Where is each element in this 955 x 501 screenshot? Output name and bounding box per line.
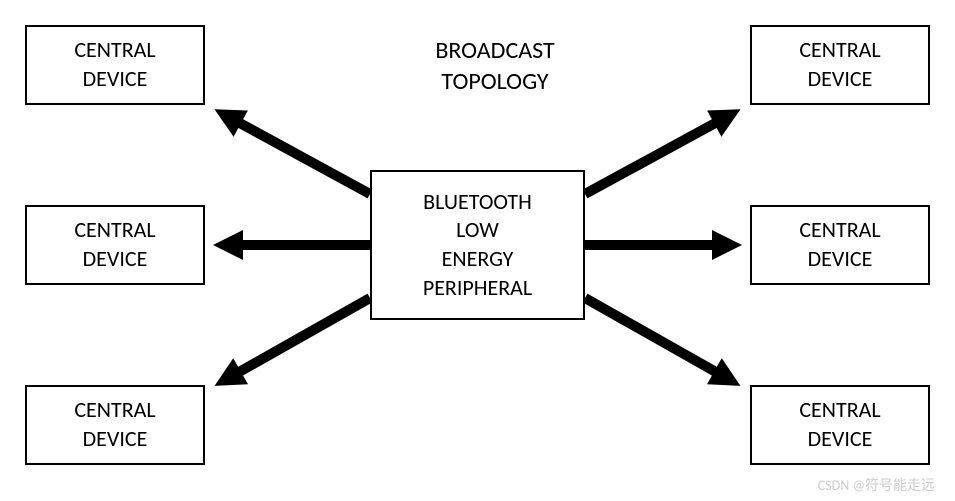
watermark: CSDN @符号能走远: [818, 475, 935, 495]
node-tr-line-0: CENTRAL: [799, 36, 880, 65]
edge-center-tr: [585, 115, 730, 194]
node-tr: CENTRALDEVICE: [750, 25, 930, 105]
title-line-2: TOPOLOGY: [395, 66, 595, 97]
edge-center-tl: [225, 115, 370, 194]
node-center-line-2: ENERGY: [442, 245, 514, 274]
node-ml: CENTRALDEVICE: [25, 205, 205, 285]
node-tl-line-0: CENTRAL: [74, 36, 155, 65]
node-center-line-0: BLUETOOTH: [423, 188, 532, 217]
node-mr-line-1: DEVICE: [808, 245, 873, 274]
node-tl: CENTRALDEVICE: [25, 25, 205, 105]
node-ml-line-0: CENTRAL: [74, 216, 155, 245]
node-center-line-1: LOW: [456, 216, 499, 245]
node-bl-line-1: DEVICE: [83, 425, 148, 454]
node-br: CENTRALDEVICE: [750, 385, 930, 465]
edge-center-bl: [225, 298, 370, 380]
node-ml-line-1: DEVICE: [83, 245, 148, 274]
node-tr-line-1: DEVICE: [808, 65, 873, 94]
node-mr: CENTRALDEVICE: [750, 205, 930, 285]
edge-center-br: [585, 298, 730, 380]
node-br-line-1: DEVICE: [808, 425, 873, 454]
node-br-line-0: CENTRAL: [799, 396, 880, 425]
node-mr-line-0: CENTRAL: [799, 216, 880, 245]
title-line-1: BROADCAST: [395, 35, 595, 66]
node-bl: CENTRALDEVICE: [25, 385, 205, 465]
diagram-title: BROADCAST TOPOLOGY: [395, 35, 595, 97]
node-tl-line-1: DEVICE: [83, 65, 148, 94]
node-center-line-3: PERIPHERAL: [423, 274, 532, 303]
node-center: BLUETOOTHLOWENERGYPERIPHERAL: [370, 170, 585, 320]
node-bl-line-0: CENTRAL: [74, 396, 155, 425]
